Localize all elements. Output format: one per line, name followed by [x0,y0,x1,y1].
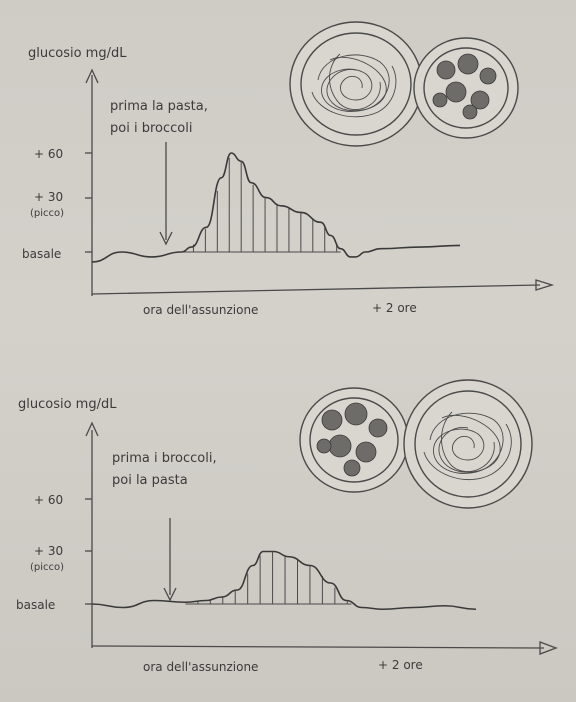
y-tick-sublabel: (picco) [30,208,64,219]
x-tick-label: ora dell'assunzione [143,660,258,674]
annotation-arrow-head [159,231,173,246]
x-axis-line [91,645,545,649]
chart-1: glucosio mg/dL prima la pasta, poi i bro… [22,21,555,317]
annotation-line-2: poi i broccoli [110,121,192,136]
annotation-line-1: prima i broccoli, [112,451,217,466]
annotation-line-1: prima la pasta, [110,99,208,114]
y-tick-label: + 30 [34,190,63,204]
pasta-plate-drawing [403,379,533,509]
x-axis-arrow [535,279,555,291]
x-tick-label: + 2 ore [378,658,423,672]
y-axis-arrow [85,68,99,84]
broccoli-plate-drawing [413,37,519,139]
y-tick-sublabel: (picco) [30,562,64,573]
x-axis-line [91,284,541,295]
annotation-line-2: poi la pasta [112,473,188,488]
chart-2: glucosio mg/dL prima i broccoli, poi la … [16,379,558,674]
broccoli-plate-drawing [299,387,409,493]
y-axis-label: glucosio mg/dL [28,46,127,61]
y-tick-label: + 60 [34,493,63,507]
x-axis-arrow [539,641,558,655]
y-tick-label: basale [16,598,55,612]
plot-area [91,152,461,263]
glucose-curve [91,152,461,263]
y-axis-label: glucosio mg/dL [18,397,117,412]
glucose-curve [91,550,477,611]
y-tick-label: + 60 [34,147,63,161]
x-tick-label: ora dell'assunzione [143,303,258,317]
x-tick-label: + 2 ore [372,301,417,315]
y-tick-label: + 30 [34,544,63,558]
y-axis-arrow [85,421,99,437]
annotation-arrow-head [163,587,177,602]
pasta-plate-drawing [289,21,423,147]
y-tick-label: basale [22,247,61,261]
plot-area [91,550,477,611]
